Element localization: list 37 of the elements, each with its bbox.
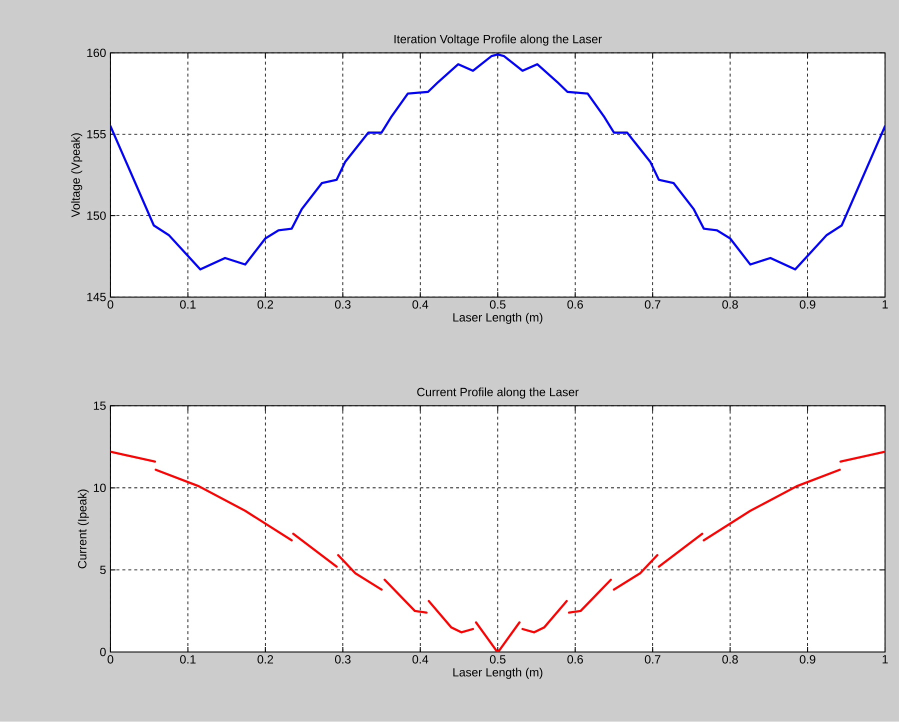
x-tick-label: 0.6 [567, 300, 583, 309]
line-series [110, 53, 886, 271]
x-tick-label: 0.9 [800, 300, 816, 309]
chart-title: Current Profile along the Laser [417, 388, 579, 399]
x-tick-label: 0.8 [722, 300, 738, 309]
y-tick-label: 150 [87, 212, 106, 220]
x-tick-label: 0.4 [412, 300, 428, 309]
x-tick-label: 0.4 [412, 655, 428, 664]
x-tick-label: 0.6 [567, 655, 583, 664]
x-axis-title: Laser Length (m) [453, 312, 542, 324]
x-tick-label: 1 [882, 300, 888, 309]
x-tick-label: 0.7 [644, 655, 660, 664]
y-tick-label: 0 [100, 648, 106, 656]
x-tick-label: 0.5 [490, 655, 506, 664]
x-tick-label: 0.1 [180, 300, 196, 309]
y-tick-label: 145 [87, 293, 106, 302]
x-tick-label: 0.9 [800, 655, 816, 664]
chart-title: Iteration Voltage Profile along the Laser [394, 34, 602, 46]
x-tick-label: 0.3 [335, 300, 351, 309]
x-tick-label: 0.7 [644, 300, 660, 309]
y-tick-label: 15 [94, 402, 106, 410]
x-tick-label: 0.1 [180, 655, 196, 664]
y-axis-title: Current (Ipeak) [78, 490, 89, 568]
y-tick-label: 160 [87, 48, 106, 58]
x-tick-label: 0.2 [258, 655, 274, 664]
y-tick-label: 10 [94, 484, 106, 492]
x-tick-label: 0.3 [335, 655, 351, 664]
x-tick-label: 1 [882, 655, 888, 664]
x-tick-label: 0 [108, 300, 114, 309]
x-tick-label: 0.2 [258, 300, 274, 309]
y-tick-label: 155 [87, 130, 106, 138]
y-axis-title: Voltage (Vpeak) [71, 133, 82, 218]
x-tick-label: 0.8 [722, 655, 738, 664]
x-tick-label: 0.5 [490, 300, 506, 309]
x-tick-label: 0 [108, 655, 114, 664]
x-axis-title: Laser Length (m) [453, 668, 542, 679]
y-tick-label: 5 [100, 566, 106, 574]
